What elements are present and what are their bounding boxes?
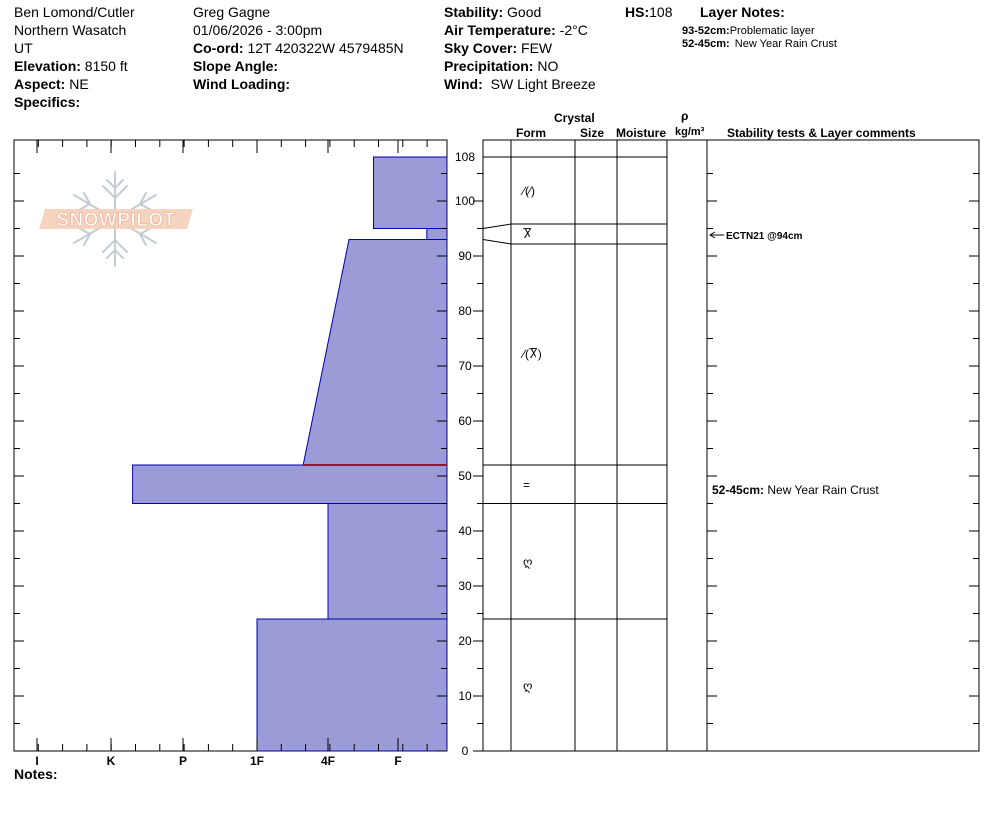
wind-label: Wind: bbox=[444, 76, 483, 92]
hs-label: HS: bbox=[625, 4, 650, 20]
snow-height: HS:108 bbox=[625, 4, 672, 20]
depth-axis: 0 10 20 30 40 50 60 70 80 90 100 108 bbox=[14, 150, 979, 758]
precipitation: Precipitation: NO bbox=[444, 58, 558, 74]
layer-bar bbox=[327, 503, 448, 620]
layer-note-2: 52-45cm: New Year Rain Crust bbox=[682, 38, 837, 50]
hardness-tick-label: 1F bbox=[250, 754, 264, 768]
crystal-table-frame bbox=[482, 139, 980, 752]
depth-tick-label: 60 bbox=[458, 414, 472, 428]
crystal-header: Crystal bbox=[554, 111, 595, 125]
layer-note-1-text: Problematic layer bbox=[729, 25, 815, 37]
layer-boundary-connector bbox=[482, 239, 512, 245]
precip-label: Precipitation: bbox=[444, 58, 534, 74]
layer-comment: 52-45cm: New Year Rain Crust bbox=[712, 483, 879, 497]
sky-value: FEW bbox=[521, 40, 553, 56]
moisture-header: Moisture bbox=[616, 126, 667, 140]
form-header: Form bbox=[516, 126, 546, 140]
range: Northern Wasatch bbox=[14, 22, 127, 38]
depth-tick-label: 70 bbox=[458, 359, 472, 373]
coordinates: Co-ord: 12T 420322W 4579485N bbox=[193, 40, 404, 56]
layer-comments: ECTN21 @94cm 52-45cm: New Year Rain Crust bbox=[709, 231, 879, 497]
hardness-tick-label: K bbox=[107, 754, 116, 768]
air-temp-value: -2°C bbox=[559, 22, 588, 38]
coord-value: 12T 420322W 4579485N bbox=[247, 40, 404, 56]
hardness-ticks: I K P 1F 4F F bbox=[13, 140, 428, 768]
hardness-tick-label: P bbox=[179, 754, 187, 768]
stability-label: Stability: bbox=[444, 4, 504, 20]
layer-boundary-connector bbox=[482, 223, 512, 229]
layer-notes-label: Layer Notes: bbox=[700, 4, 785, 20]
logo-banner bbox=[39, 209, 193, 229]
layer-bar bbox=[426, 228, 448, 240]
hs-value: 108 bbox=[649, 4, 673, 20]
aspect-value: NE bbox=[69, 76, 89, 92]
crystal-table-columns bbox=[510, 140, 708, 751]
slope-angle-label: Slope Angle: bbox=[193, 58, 279, 74]
rho-header: ρ bbox=[681, 109, 689, 123]
layer-note-1-range: 93-52cm: bbox=[682, 25, 730, 37]
layer-bar bbox=[132, 464, 448, 504]
depth-tick-label: 50 bbox=[458, 469, 472, 483]
depth-tick-label: 0 bbox=[462, 744, 469, 758]
form-symbol: ღ bbox=[523, 679, 532, 693]
sky-cover: Sky Cover: FEW bbox=[444, 40, 552, 56]
elevation-label: Elevation: bbox=[14, 58, 81, 74]
depth-tick-label: 80 bbox=[458, 304, 472, 318]
density-unit-header: kg/m³ bbox=[675, 126, 705, 138]
layer-bar bbox=[256, 618, 448, 752]
logo-text: SNOWPILOT bbox=[56, 210, 176, 231]
aspect-label: Aspect: bbox=[14, 76, 66, 92]
wind: Wind: SW Light Breeze bbox=[444, 76, 596, 92]
air-temp-label: Air Temperature: bbox=[444, 22, 556, 38]
layer-comment-range: 52-45cm: bbox=[712, 483, 767, 497]
depth-tick-label: 20 bbox=[458, 634, 472, 648]
stability: Stability: Good bbox=[444, 4, 541, 20]
state: UT bbox=[14, 40, 33, 56]
observer: Greg Gagne bbox=[193, 4, 271, 20]
depth-tick-label: 40 bbox=[458, 524, 472, 538]
hardness-tick-label: I bbox=[35, 754, 38, 768]
specifics-label: Specifics: bbox=[14, 94, 81, 110]
form-symbol: ღ bbox=[523, 555, 532, 569]
depth-tick-label: 30 bbox=[458, 579, 472, 593]
layer-bar bbox=[302, 239, 448, 466]
location: Ben Lomond/Cutler bbox=[14, 4, 135, 20]
crystal-table-rows bbox=[482, 156, 667, 620]
datetime: 01/06/2026 - 3:00pm bbox=[193, 22, 323, 38]
snowpilot-logo: SNOWPILOT bbox=[39, 171, 193, 267]
form-symbol: ⁄(Ⴟ) bbox=[520, 347, 542, 361]
elevation-value: 8150 ft bbox=[84, 58, 128, 74]
wind-loading-label: Wind Loading: bbox=[193, 76, 291, 92]
aspect: Aspect: NE bbox=[14, 76, 89, 92]
stability-value: Good bbox=[507, 4, 542, 20]
form-symbol: Ⴟ bbox=[523, 227, 532, 241]
sky-label: Sky Cover: bbox=[444, 40, 518, 56]
depth-tick-label: 10 bbox=[458, 689, 472, 703]
stability-test-label: ECTN21 @94cm bbox=[726, 231, 803, 242]
notes-label: Notes: bbox=[14, 766, 58, 782]
depth-tick-label: 100 bbox=[455, 194, 475, 208]
arrow-head bbox=[709, 231, 716, 239]
layer-note-2-text: New Year Rain Crust bbox=[734, 38, 837, 50]
depth-tick-label: 108 bbox=[455, 150, 475, 164]
comments-header: Stability tests & Layer comments bbox=[727, 126, 916, 140]
form-symbol: ⁄(⁄) bbox=[520, 184, 535, 198]
air-temperature: Air Temperature: -2°C bbox=[444, 22, 588, 38]
hardness-tick-label: F bbox=[394, 754, 401, 768]
size-header: Size bbox=[580, 126, 605, 140]
layer-bar bbox=[373, 156, 448, 229]
layer-note-1: 93-52cm:Problematic layer bbox=[682, 25, 815, 37]
form-symbol: = bbox=[523, 478, 530, 492]
precip-value: NO bbox=[537, 58, 559, 74]
layer-bars bbox=[132, 156, 448, 752]
coord-label: Co-ord: bbox=[193, 40, 244, 56]
hardness-tick-label: 4F bbox=[321, 754, 335, 768]
layer-note-2-range: 52-45cm: bbox=[682, 38, 730, 50]
crystal-form-symbols: ღ ღ = ⁄(Ⴟ) Ⴟ ⁄(⁄) bbox=[520, 184, 542, 693]
layer-comment-text: New Year Rain Crust bbox=[767, 483, 879, 497]
depth-tick-label: 90 bbox=[458, 249, 472, 263]
wind-value: SW Light Breeze bbox=[490, 76, 596, 92]
elevation: Elevation: 8150 ft bbox=[14, 58, 128, 74]
